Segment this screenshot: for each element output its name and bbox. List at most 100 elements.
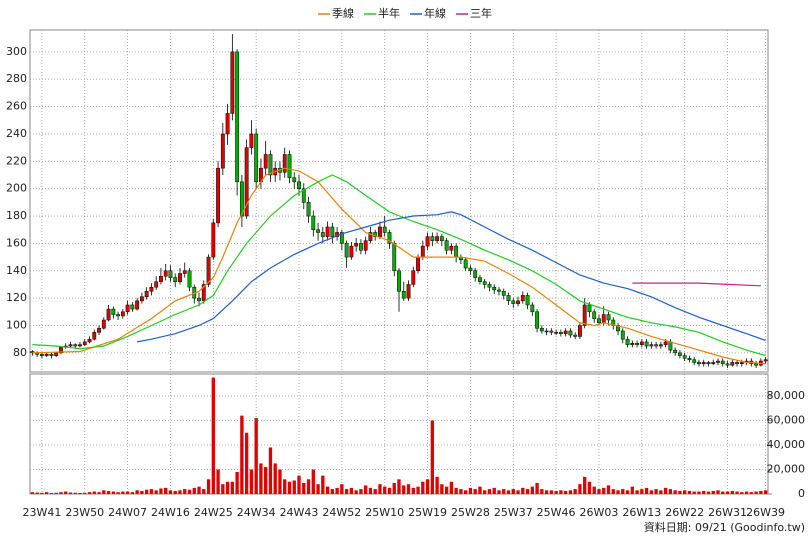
volume-bar [268,447,273,494]
y2-tick-label: 20,000 [767,463,806,476]
candle-body [168,270,173,278]
volume-bar [30,492,35,494]
candle-body [401,291,406,299]
volume-bar [154,490,158,494]
volume-bar [683,490,687,494]
candle-body [97,327,101,333]
volume-bar [602,487,606,494]
volume-bar [463,490,468,494]
volume-bar [444,486,449,494]
candle-body [720,360,725,365]
volume-bar [716,490,720,494]
candle-body [292,177,297,183]
y-tick-label: 200 [6,182,27,195]
candle-body [101,319,106,329]
candle-body [220,133,225,169]
volume-bar [478,486,482,494]
candle-body [535,311,539,329]
candle-body [706,362,711,365]
legend-label: 季線 [332,6,354,20]
candle-body [311,215,316,230]
candle-body [244,147,249,217]
candle-body [392,243,397,272]
volume-bar [687,490,692,494]
y2-tick-label: 0 [798,487,805,500]
candle-body [406,284,411,299]
volume-bar [706,491,711,494]
volume-bar [225,481,230,494]
candle-body [516,300,520,304]
candle-body [697,362,701,365]
candle-body [358,243,363,251]
candle-body [606,314,611,321]
volume-bar [87,492,92,494]
volume-bar [459,489,463,494]
volume-bar [302,482,306,494]
volume-bar [597,489,601,494]
volume-bar [106,490,111,494]
candle-body [268,154,273,176]
y-tick-label: 80 [13,346,27,359]
candle-body [387,232,392,244]
volume-bar [173,490,177,494]
volume-bar [740,492,744,494]
y-tick-label: 260 [6,100,27,113]
volume-bar [306,479,311,494]
volume-bar [587,481,592,494]
ma-line [32,174,766,357]
y-tick-label: 140 [6,264,27,277]
candle-body [478,277,482,282]
volume-bar [316,484,320,494]
candle-body [568,330,573,336]
x-tick-label: 25W10 [365,506,404,519]
volume-bar [35,492,39,494]
candle-body [497,289,501,292]
volume-bar [502,489,506,494]
volume-bar [649,490,654,494]
volume-bar [544,490,549,494]
volume-bar [635,490,639,494]
volume-bar [102,490,106,494]
volume-bar [402,485,406,494]
volume-bar [259,463,263,494]
x-tick-label: 25W28 [451,506,490,519]
candle-body [649,344,654,347]
candle-body [182,270,187,274]
volume-bar [744,491,749,494]
volume-bar [230,481,235,494]
volume-bar [144,489,149,494]
volume-bar [211,377,215,494]
y-tick-label: 120 [6,291,27,304]
candle-body [682,355,687,359]
candle-body [139,296,144,302]
candle-body [597,318,601,324]
volume-bar [454,487,458,494]
volume-bar [68,492,73,494]
candle-body [397,270,401,292]
volume-bar [654,489,658,494]
legend-label: 年線 [424,6,446,20]
candle-body [116,314,121,317]
candle-body [625,338,630,345]
volume-bar [640,489,644,494]
candle-body [716,360,720,363]
x-tick-label: 24W07 [108,506,147,519]
volume-bar [668,489,673,494]
volume-bar [573,489,577,494]
candle-body [120,311,125,317]
x-tick-label: 24W16 [151,506,190,519]
volume-bar [325,486,330,494]
x-tick-label: 23W41 [22,506,61,519]
candle-body [754,363,759,366]
candle-body [154,281,159,288]
volume-bar [283,479,287,494]
candle-body [692,359,697,363]
candle-body [378,226,382,237]
footer: 資料日期: 09/21 (Goodinfo.tw) [644,520,805,534]
y-tick-label: 280 [6,72,27,85]
candle-body [68,344,73,347]
candle-body [544,330,549,333]
volume-bar [730,490,734,494]
volume-bar [344,489,349,494]
candle-body [325,226,330,237]
